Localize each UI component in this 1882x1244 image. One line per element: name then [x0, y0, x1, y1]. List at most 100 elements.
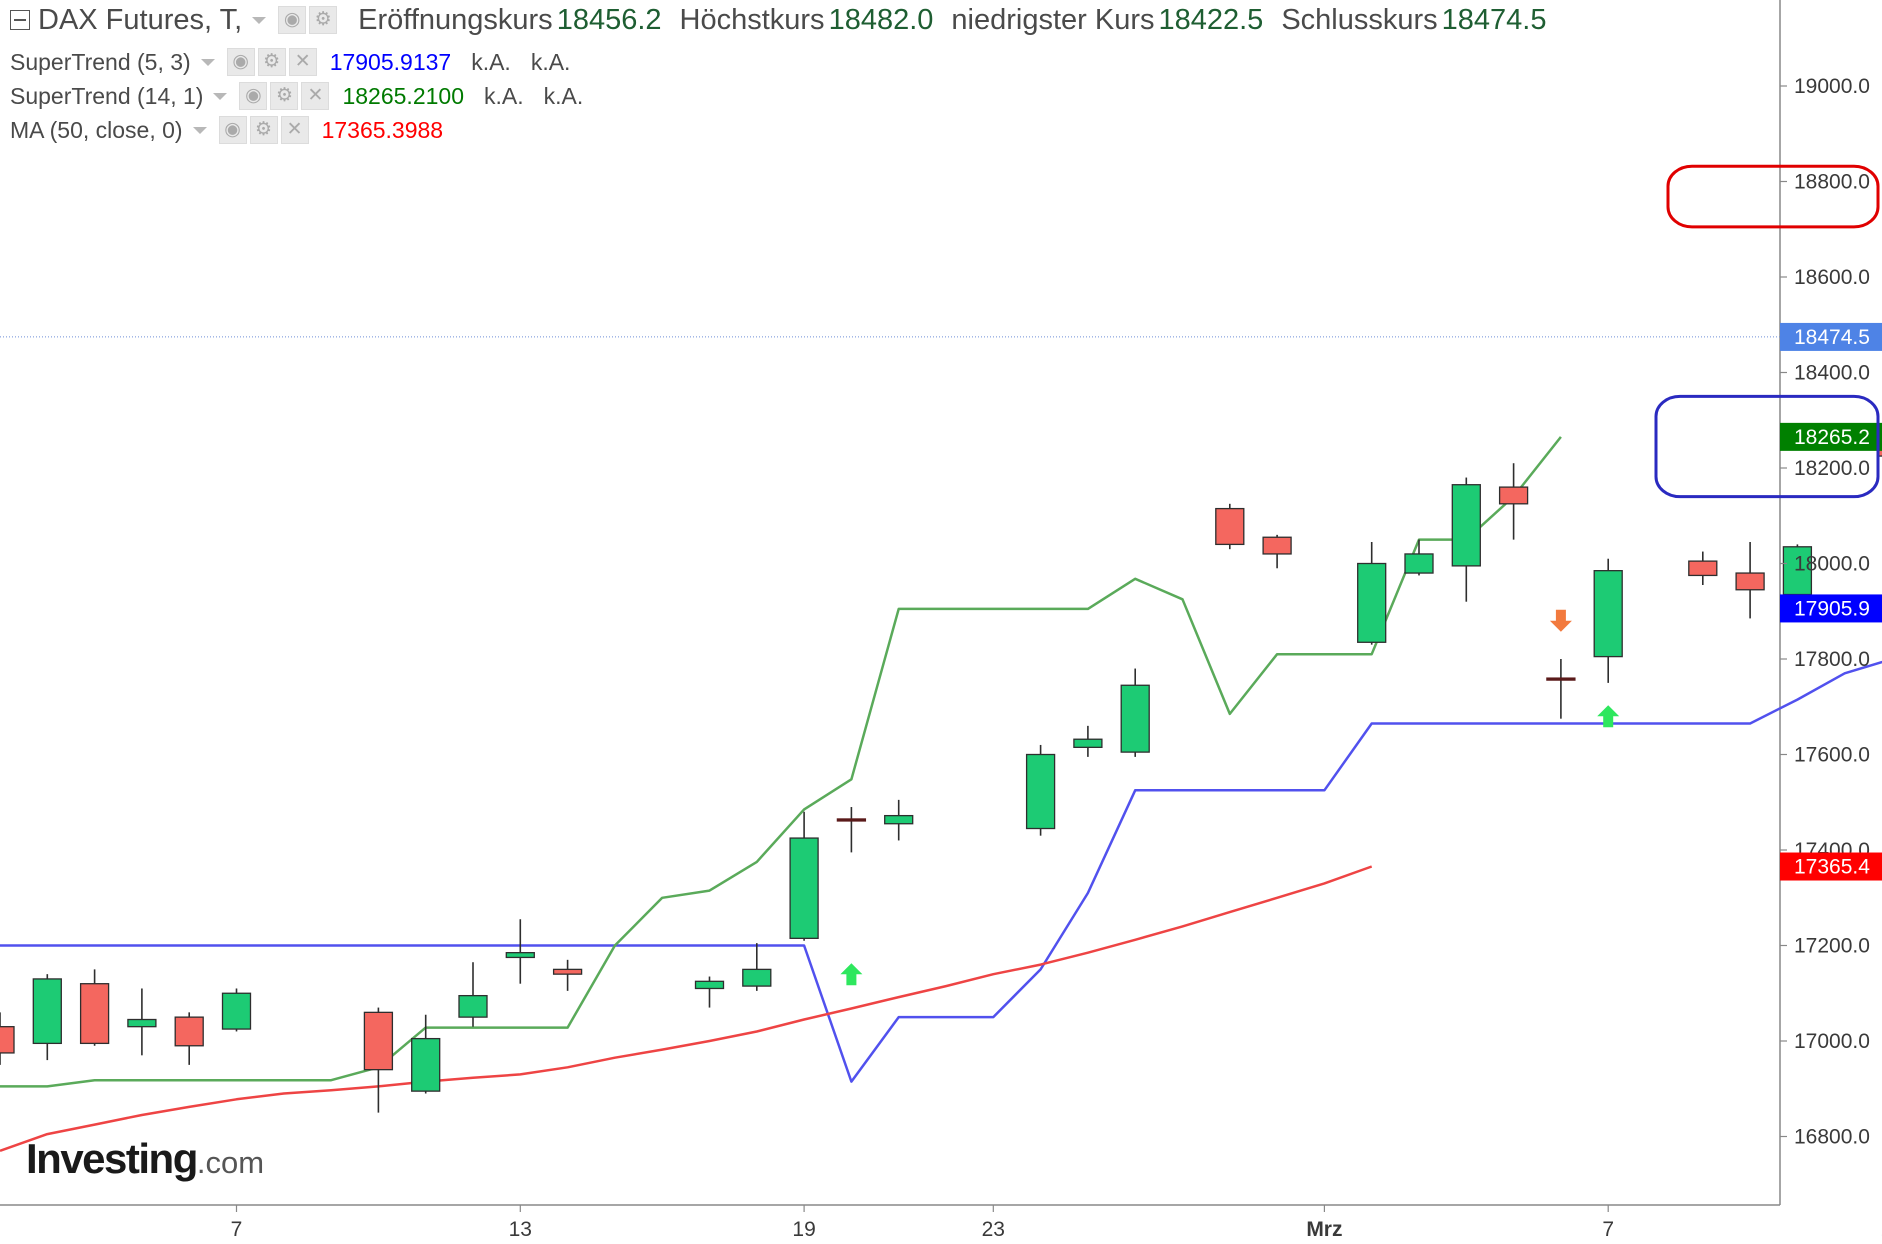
y-tick-label: 16800.0 [1794, 1126, 1870, 1149]
candle-body [1025, 753, 1056, 830]
candle-body [221, 992, 252, 1030]
high-label: Höchstkurs [679, 3, 825, 36]
close-value: 18474.5 [1441, 3, 1547, 36]
candle [505, 919, 535, 984]
candle-body [742, 968, 772, 987]
symbol-legend: DAX Futures, T, ◉ ⚙ Eröffnungskurs 18456.2… [10, 0, 1546, 40]
candle-body [1735, 572, 1765, 591]
candle [221, 988, 252, 1032]
candle-body [884, 814, 914, 825]
candle-body [1593, 570, 1623, 658]
candle [32, 974, 62, 1061]
candle [884, 799, 914, 841]
close-icon[interactable]: ✕ [288, 48, 317, 76]
low-value: 18422.5 [1158, 3, 1264, 36]
signal-arrows [840, 609, 1620, 986]
candle-body [363, 1011, 394, 1071]
y-tick-label: 17600.0 [1794, 744, 1870, 767]
candle [836, 807, 867, 853]
y-tick-label: 18600.0 [1794, 266, 1870, 289]
eye-icon[interactable]: ◉ [278, 6, 307, 34]
y-tick-label: 18200.0 [1794, 457, 1870, 480]
high-value: 18482.0 [828, 3, 934, 36]
gear-icon[interactable]: ⚙ [270, 82, 299, 110]
candle-body [127, 1018, 157, 1028]
chevron-down-icon[interactable] [200, 58, 215, 66]
chevron-down-icon[interactable] [192, 126, 207, 134]
candle [1546, 659, 1576, 719]
candle [127, 988, 157, 1056]
candle [1025, 744, 1056, 836]
candle-body [505, 952, 535, 959]
candle-body [1546, 677, 1576, 681]
close-icon[interactable]: ✕ [301, 82, 330, 110]
y-tick-label: 18000.0 [1794, 553, 1870, 576]
candle [174, 1012, 204, 1065]
candle [458, 962, 488, 1027]
chart-grid [0, 0, 1781, 1206]
y-tick-label: 17000.0 [1794, 1030, 1870, 1053]
indicator-name: MA (50, close, 0) [10, 116, 183, 143]
price-badge [1780, 594, 1882, 623]
candle [1688, 551, 1718, 585]
gear-icon[interactable]: ⚙ [257, 48, 286, 76]
candle-body [174, 1016, 204, 1047]
logo-suffix: .com [196, 1145, 265, 1180]
price-badge [1780, 422, 1882, 451]
candle-body [1215, 507, 1245, 546]
y-tick-label: 17200.0 [1794, 935, 1870, 958]
chevron-down-icon[interactable] [213, 92, 228, 100]
eye-icon[interactable]: ◉ [239, 82, 268, 110]
indicator-name: SuperTrend (14, 1) [10, 82, 204, 109]
price-axis[interactable]: 19000.0 18800.0 18600.0 18400.0 18200.0 18000… [1780, 75, 1882, 1149]
collapse-icon[interactable] [10, 10, 30, 30]
candle [1073, 725, 1103, 757]
time-axis[interactable]: 7131923Mrz7131925 [231, 1205, 1882, 1241]
candle-body [79, 983, 110, 1045]
indicator-extra: k.A. [483, 82, 524, 109]
candle [411, 1014, 441, 1094]
candle-body [1120, 684, 1150, 753]
candle-body [1357, 562, 1387, 643]
symbol-title: DAX Futures, T, [38, 3, 243, 36]
price-badge-label: 18265.2 [1794, 426, 1870, 449]
y-tick-label: 18800.0 [1794, 171, 1870, 194]
candle [1215, 503, 1245, 550]
candle-body [1782, 546, 1813, 596]
x-tick-label: 13 [1880, 1218, 1882, 1241]
x-tick-label: 7 [231, 1218, 243, 1241]
candle-body [1262, 536, 1292, 555]
candle [363, 1007, 394, 1113]
indicator-extra: k.A. [471, 48, 511, 75]
indicator-legend-supertrend-14-1: SuperTrend (14, 1) ◉ ⚙ ✕ 18265.2100 k.A. k… [10, 76, 583, 116]
x-tick-label: 19 [792, 1218, 815, 1241]
close-label: Schlusskurs [1281, 3, 1438, 36]
candle-body [1498, 486, 1529, 505]
chevron-down-icon[interactable] [252, 16, 267, 24]
candle [1120, 668, 1150, 757]
series-line [0, 865, 1373, 1152]
candle [1357, 542, 1387, 645]
annotation-ellipse [1654, 394, 1880, 499]
gear-icon[interactable]: ⚙ [249, 116, 278, 144]
candle [694, 976, 725, 1008]
candles [0, 431, 1882, 1113]
open-label: Eröffnungskurs [358, 3, 553, 36]
eye-icon[interactable]: ◉ [226, 48, 255, 76]
indicator-lines [0, 436, 1882, 1152]
x-tick-label: Mrz [1306, 1218, 1342, 1241]
series-line [0, 436, 1562, 1088]
signal-arrow-up [1597, 705, 1620, 728]
gear-icon[interactable]: ⚙ [309, 6, 338, 34]
candle [789, 811, 819, 941]
eye-icon[interactable]: ◉ [218, 116, 247, 144]
candle [0, 1012, 15, 1065]
low-label: niedrigster Kurs [951, 3, 1155, 36]
y-tick-label: 17800.0 [1794, 648, 1870, 671]
candle-body [0, 1026, 15, 1054]
series-line [0, 660, 1882, 1083]
candle [1593, 558, 1623, 683]
candle-body [836, 818, 867, 822]
close-icon[interactable]: ✕ [280, 116, 309, 144]
